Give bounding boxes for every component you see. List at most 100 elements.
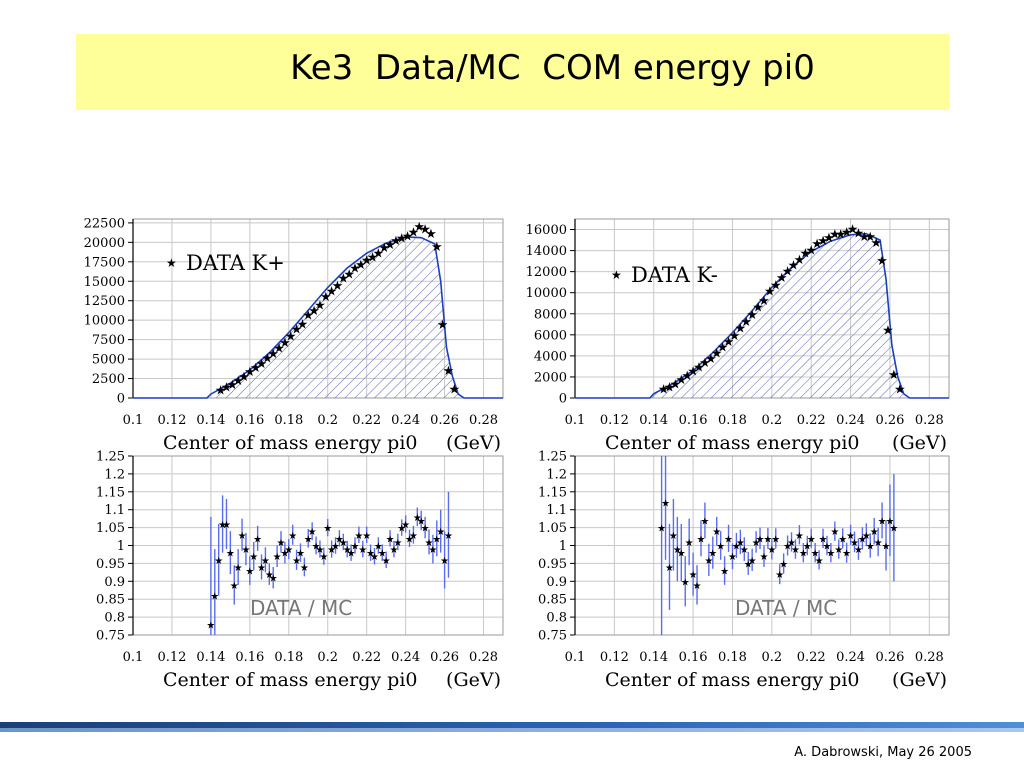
data-point: ★ [823,231,835,246]
data-point: ★ [326,285,338,300]
x-tick-label: 0.16 [679,650,708,665]
data-point: ★ [277,538,286,549]
data-point: ★ [347,549,356,560]
x-tick-label: 0.26 [430,650,459,665]
x-tick-label: 0.12 [600,413,629,428]
data-point: ★ [708,549,717,560]
data-point: ★ [417,516,426,527]
x-tick-label: 0.28 [915,650,944,665]
data-point: ★ [842,549,851,560]
data-point: ★ [669,531,678,542]
data-point: ★ [693,360,705,375]
data-point: ★ [791,545,800,556]
data-point: ★ [257,563,266,574]
data-point: ★ [285,330,297,345]
data-point: ★ [302,309,314,324]
mc-histogram-line [133,236,503,399]
data-point: ★ [296,549,305,560]
data-point: ★ [232,374,244,389]
y-tick-label: 7500 [92,333,125,348]
y-tick-label: 5000 [92,353,125,368]
slide-title: Ke3 Data/MC COM energy pi0 [290,48,815,88]
data-point: ★ [389,545,398,556]
data-point: ★ [858,534,867,545]
data-point: ★ [421,524,430,535]
y-tick-label: 1.05 [96,521,125,536]
data-point: ★ [850,538,859,549]
data-point: ★ [862,531,871,542]
y-tick-label: 1.25 [538,450,567,465]
data-point: ★ [390,234,402,249]
data-point: ★ [854,545,863,556]
data-point: ★ [894,383,906,398]
data-point: ★ [226,378,238,393]
x-tick-label: 0.26 [875,650,904,665]
data-point: ★ [693,581,702,592]
data-point: ★ [752,300,764,315]
y-tick-label: 1.25 [96,450,125,465]
data-point: ★ [705,352,717,367]
x-axis-label: Center of mass energy pi0 [605,432,860,454]
data-point: ★ [665,563,674,574]
x-tick-label: 0.18 [718,413,747,428]
x-tick-label: 0.1 [565,413,586,428]
data-point: ★ [878,516,887,527]
data-point: ★ [273,341,285,356]
y-tick-label: 1.15 [96,485,125,500]
y-tick-label: 4000 [534,349,567,364]
data-point: ★ [262,352,274,367]
data-point: ★ [700,516,709,527]
x-tick-label: 0.18 [718,650,747,665]
data-point: ★ [870,527,879,538]
data-point: ★ [413,513,422,524]
data-point: ★ [210,592,219,603]
data-point: ★ [425,227,437,242]
data-point: ★ [687,365,699,380]
data-point: ★ [382,556,391,567]
x-tick-label: 0.22 [797,413,826,428]
data-point: ★ [732,542,741,553]
x-tick-label: 0.1 [123,413,144,428]
footer-credit: A. Dabrowski, May 26 2005 [794,745,972,760]
data-point: ★ [681,369,693,384]
data-point: ★ [332,279,344,294]
data-point: ★ [846,531,855,542]
x-axis-label: Center of mass energy pi0 [605,669,860,691]
data-point: ★ [794,253,806,268]
data-point: ★ [265,570,274,581]
data-point: ★ [413,220,425,235]
data-point: ★ [661,499,670,510]
data-point: ★ [396,232,408,247]
data-point: ★ [763,534,772,545]
legend-label: DATA K+ [186,251,285,275]
data-point: ★ [704,556,713,567]
data-point: ★ [443,364,455,379]
y-tick-label: 17500 [84,255,125,270]
data-point: ★ [770,278,782,293]
y-tick-label: 1.05 [538,521,567,536]
footer-bar-accent [0,728,1024,732]
data-point: ★ [355,258,367,273]
y-tick-label: 0.95 [96,557,125,572]
data-point: ★ [256,357,268,372]
data-point: ★ [425,538,434,549]
x-tick-label: 0.12 [600,650,629,665]
y-tick-label: 0.8 [546,611,567,626]
x-tick-label: 0.16 [235,650,264,665]
y-tick-label: 6000 [534,328,567,343]
data-point: ★ [358,545,367,556]
legend-star-icon: ★ [166,256,177,270]
data-point: ★ [444,531,453,542]
y-tick-label: 12500 [84,294,125,309]
data-point: ★ [431,240,443,255]
data-point: ★ [222,520,231,531]
data-point: ★ [393,538,402,549]
mc-hatched-area [575,233,910,398]
data-point: ★ [215,383,227,398]
data-point: ★ [297,317,309,332]
data-point: ★ [712,527,721,538]
data-point: ★ [830,527,839,538]
data-point: ★ [362,531,371,542]
data-point: ★ [866,542,875,553]
